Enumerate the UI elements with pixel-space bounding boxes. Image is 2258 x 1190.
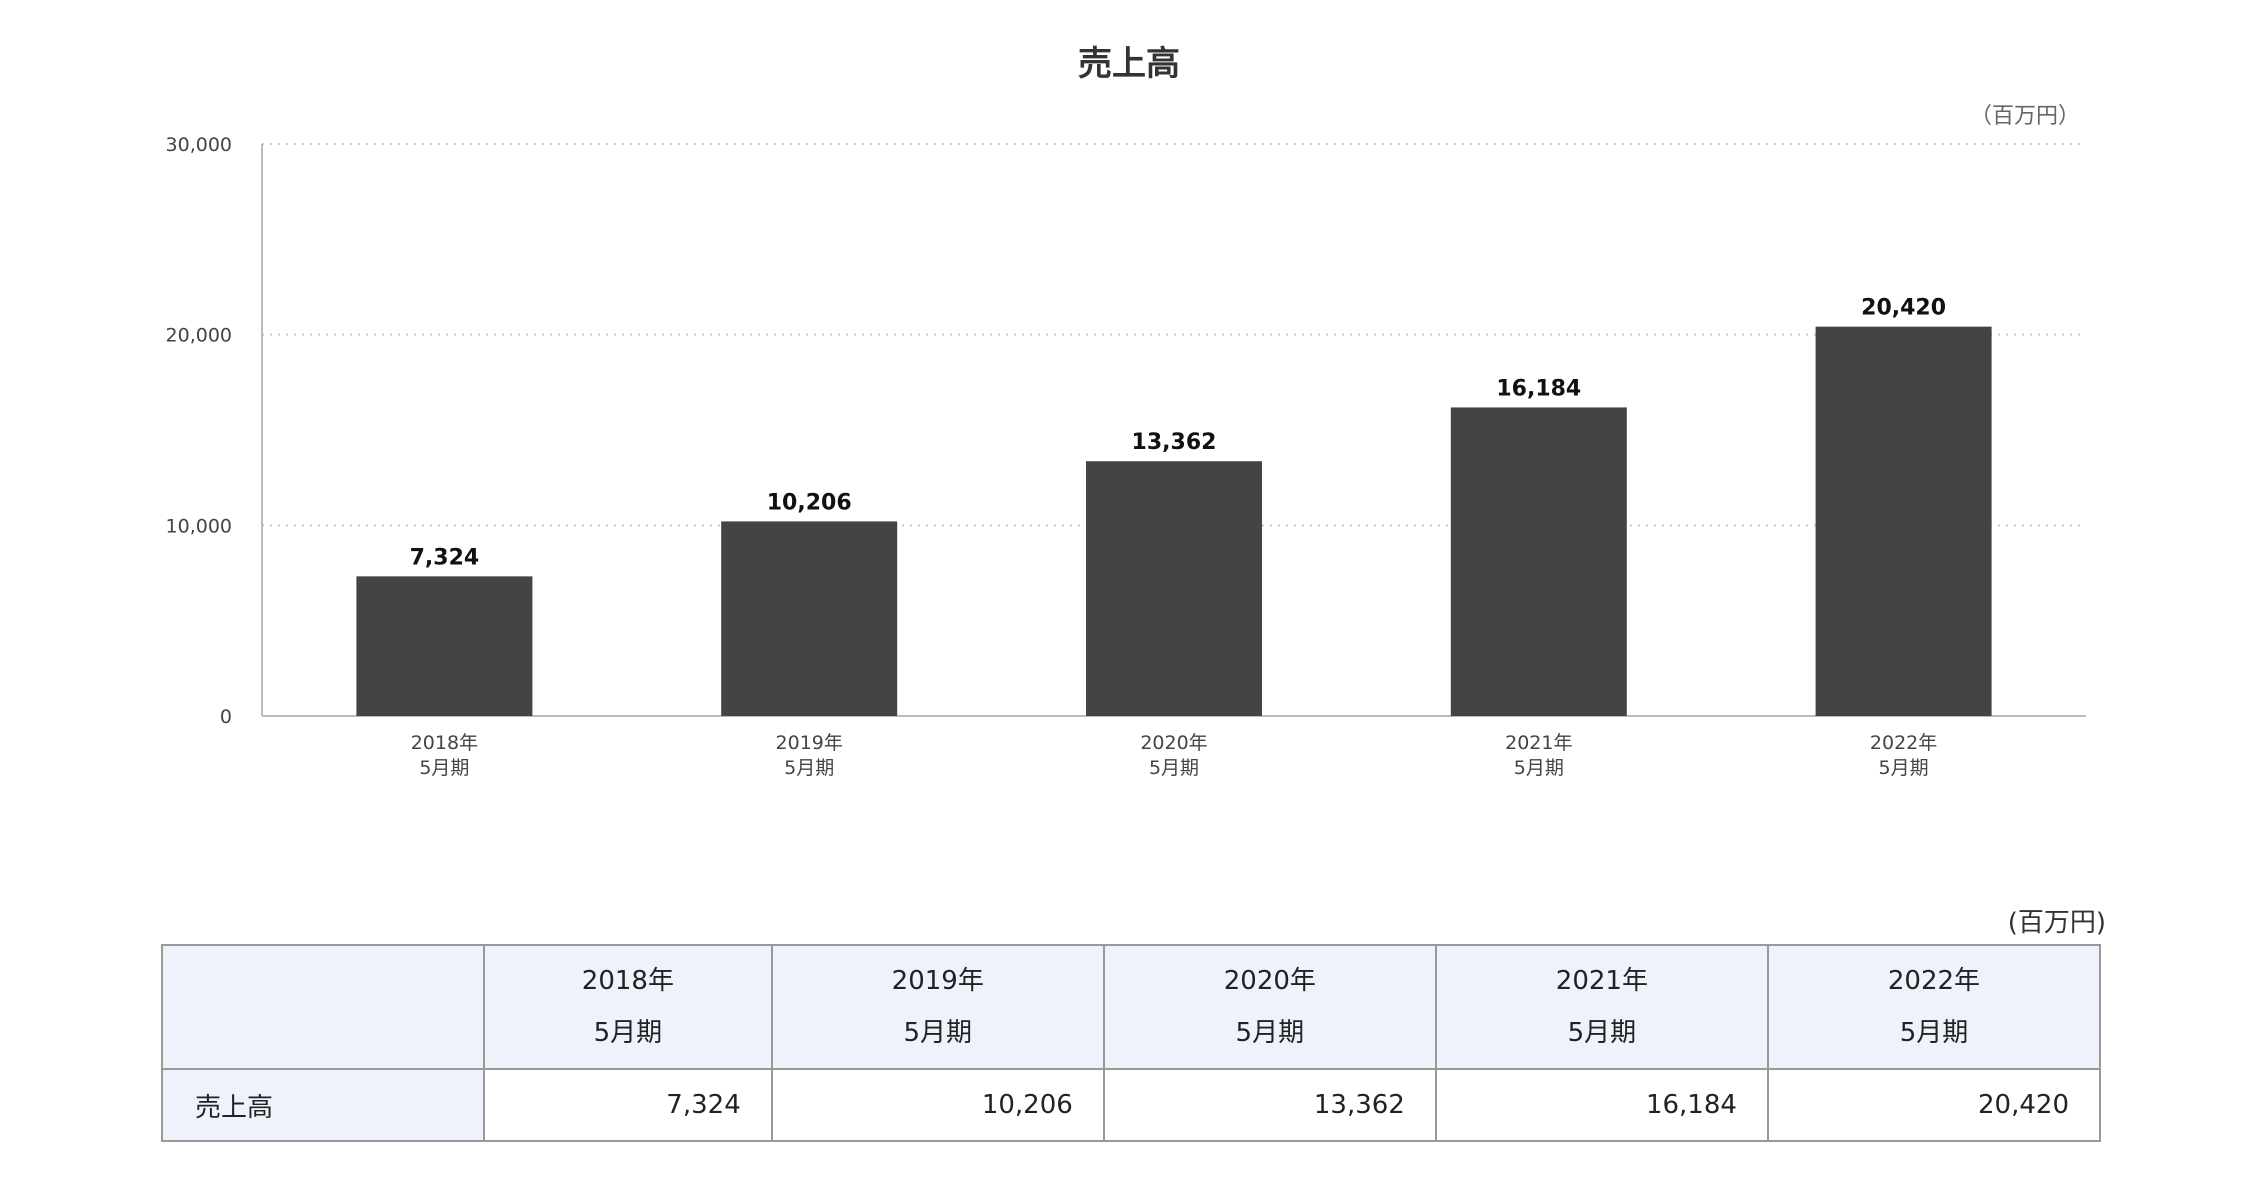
table-row: 売上高 7,324 10,206 13,362 16,184 20,420 bbox=[161, 1068, 2102, 1142]
table-cell: 13,362 bbox=[1102, 1068, 1437, 1142]
bar bbox=[1450, 407, 1627, 716]
chart-title: 売上高 bbox=[1078, 44, 1180, 84]
x-tick-label: 2021年 bbox=[1505, 732, 1572, 754]
y-tick-label: 0 bbox=[220, 706, 232, 728]
data-label: 16,184 bbox=[1496, 376, 1581, 401]
y-tick-label: 10,000 bbox=[166, 515, 232, 537]
table-cell: 7,324 bbox=[483, 1068, 773, 1142]
data-label: 7,324 bbox=[410, 545, 480, 570]
x-tick-label: 2018年 bbox=[411, 732, 478, 754]
x-tick-label: 5月期 bbox=[1879, 757, 1929, 779]
table-cell: 10,206 bbox=[770, 1068, 1105, 1142]
data-label: 20,420 bbox=[1861, 296, 1946, 321]
table-header-cell: 2019年 5月期 bbox=[770, 944, 1105, 1070]
bar bbox=[356, 576, 533, 716]
table-cell: 16,184 bbox=[1434, 1068, 1769, 1142]
y-tick-label: 20,000 bbox=[166, 325, 232, 347]
bar bbox=[721, 521, 898, 716]
x-tick-label: 2020年 bbox=[1140, 732, 1207, 754]
y-tick-label: 30,000 bbox=[166, 134, 232, 156]
table-unit-label: (百万円) bbox=[2007, 908, 2106, 938]
bar-chart: 0 10,000 20,000 30,000 7,324 2018年 5月期 10,206 20… bbox=[166, 134, 2086, 779]
x-tick-label: 5月期 bbox=[1514, 757, 1564, 779]
table-header-cell: 2022年 5月期 bbox=[1766, 944, 2102, 1070]
bar bbox=[1086, 461, 1262, 716]
x-tick-label: 5月期 bbox=[784, 757, 834, 779]
x-tick-label: 2022年 bbox=[1870, 732, 1937, 754]
table-cell: 20,420 bbox=[1766, 1068, 2102, 1142]
sales-table: 2018年 5月期 2019年 5月期 2020年 5月期 2021年 5月期 2022… bbox=[161, 944, 2102, 1142]
table-header-cell: 2018年 5月期 bbox=[483, 944, 773, 1070]
table-row-label: 売上高 bbox=[161, 1068, 485, 1142]
table-header-cell: 2021年 5月期 bbox=[1434, 944, 1769, 1070]
data-label: 13,362 bbox=[1132, 430, 1217, 455]
data-label: 10,206 bbox=[767, 490, 852, 515]
bar bbox=[1815, 326, 1992, 716]
x-tick-label: 5月期 bbox=[419, 757, 469, 779]
table-header-row: 2018年 5月期 2019年 5月期 2020年 5月期 2021年 5月期 2022… bbox=[161, 944, 2102, 1070]
table-header-cell: 2020年 5月期 bbox=[1102, 944, 1437, 1070]
x-tick-label: 2019年 bbox=[776, 732, 843, 754]
table-corner-cell bbox=[161, 944, 485, 1070]
chart-unit-label: （百万円） bbox=[1969, 104, 2080, 129]
x-tick-label: 5月期 bbox=[1149, 757, 1199, 779]
